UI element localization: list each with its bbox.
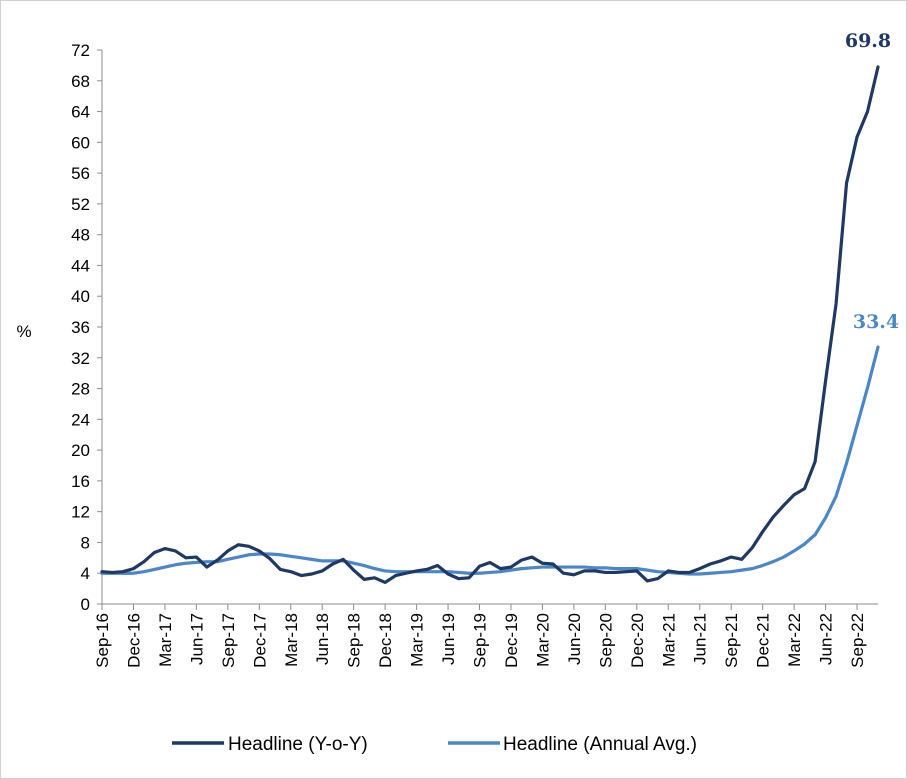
x-tick-label: Mar-17	[156, 613, 175, 667]
x-tick-label: Jun-20	[565, 613, 584, 665]
series-line-annual-avg	[100, 345, 880, 576]
series-lines	[100, 65, 880, 585]
x-tick-label: Dec-18	[376, 613, 395, 668]
x-tick-label: Jun-18	[313, 613, 332, 665]
x-tick-label: Jun-17	[187, 613, 206, 665]
legend-label: Headline (Y-o-Y)	[228, 734, 368, 755]
end-value-label: 69.8	[845, 30, 891, 52]
y-tick-label: 60	[71, 133, 90, 152]
y-tick-label: 4	[81, 564, 90, 583]
y-tick-label: 24	[71, 410, 90, 429]
legend: Headline (Y-o-Y) Headline (Annual Avg.)	[172, 734, 697, 755]
x-tick-label: Mar-18	[282, 613, 301, 667]
y-tick-label: 28	[71, 380, 90, 399]
y-tick-label: 0	[81, 595, 90, 614]
y-tick-label: 20	[71, 441, 90, 460]
x-tick-label: Dec-20	[628, 613, 647, 668]
y-tick-label: 72	[71, 41, 90, 60]
y-tick-label: 36	[71, 318, 90, 337]
end-value-label: 33.4	[853, 311, 899, 333]
x-tick-label: Jun-19	[439, 613, 458, 665]
y-tick-label: 52	[71, 195, 90, 214]
x-tick-label: Sep-19	[471, 613, 490, 668]
series-line-yoy	[100, 65, 880, 585]
x-tick-label: Jun-21	[691, 613, 710, 665]
x-tick-label: Dec-21	[754, 613, 773, 668]
y-tick-label: 48	[71, 226, 90, 245]
end-labels: 69.8 33.4	[845, 30, 899, 333]
y-tick-label: 40	[71, 287, 90, 306]
y-tick-label: 64	[71, 103, 90, 122]
x-axis-ticks: Sep-16 Dec-16 Mar-17 Jun-17 Sep-17 Dec-17 Mar-…	[93, 604, 867, 668]
x-tick-label: Dec-16	[124, 613, 143, 668]
y-tick-label: 16	[71, 472, 90, 491]
y-tick-label: 44	[71, 256, 90, 275]
y-tick-label: 32	[71, 349, 90, 368]
x-tick-label: Mar-21	[659, 613, 678, 667]
x-tick-label: Sep-18	[345, 613, 364, 668]
x-tick-label: Sep-20	[596, 613, 615, 668]
x-tick-label: Sep-16	[93, 613, 112, 668]
y-tick-label: 12	[71, 503, 90, 522]
x-tick-label: Jun-22	[817, 613, 836, 665]
x-tick-label: Mar-19	[408, 613, 427, 667]
axes	[101, 50, 878, 605]
x-tick-label: Dec-17	[250, 613, 269, 668]
y-axis-label: %	[16, 322, 31, 341]
x-tick-label: Sep-22	[848, 613, 867, 668]
legend-label: Headline (Annual Avg.)	[503, 734, 697, 755]
y-tick-label: 8	[81, 533, 90, 552]
y-tick-label: 56	[71, 164, 90, 183]
y-tick-label: 68	[71, 72, 90, 91]
x-tick-label: Sep-21	[722, 613, 741, 668]
x-tick-label: Mar-20	[533, 613, 552, 667]
x-tick-label: Mar-22	[785, 613, 804, 667]
x-tick-label: Sep-17	[219, 613, 238, 668]
x-tick-label: Dec-19	[502, 613, 521, 668]
